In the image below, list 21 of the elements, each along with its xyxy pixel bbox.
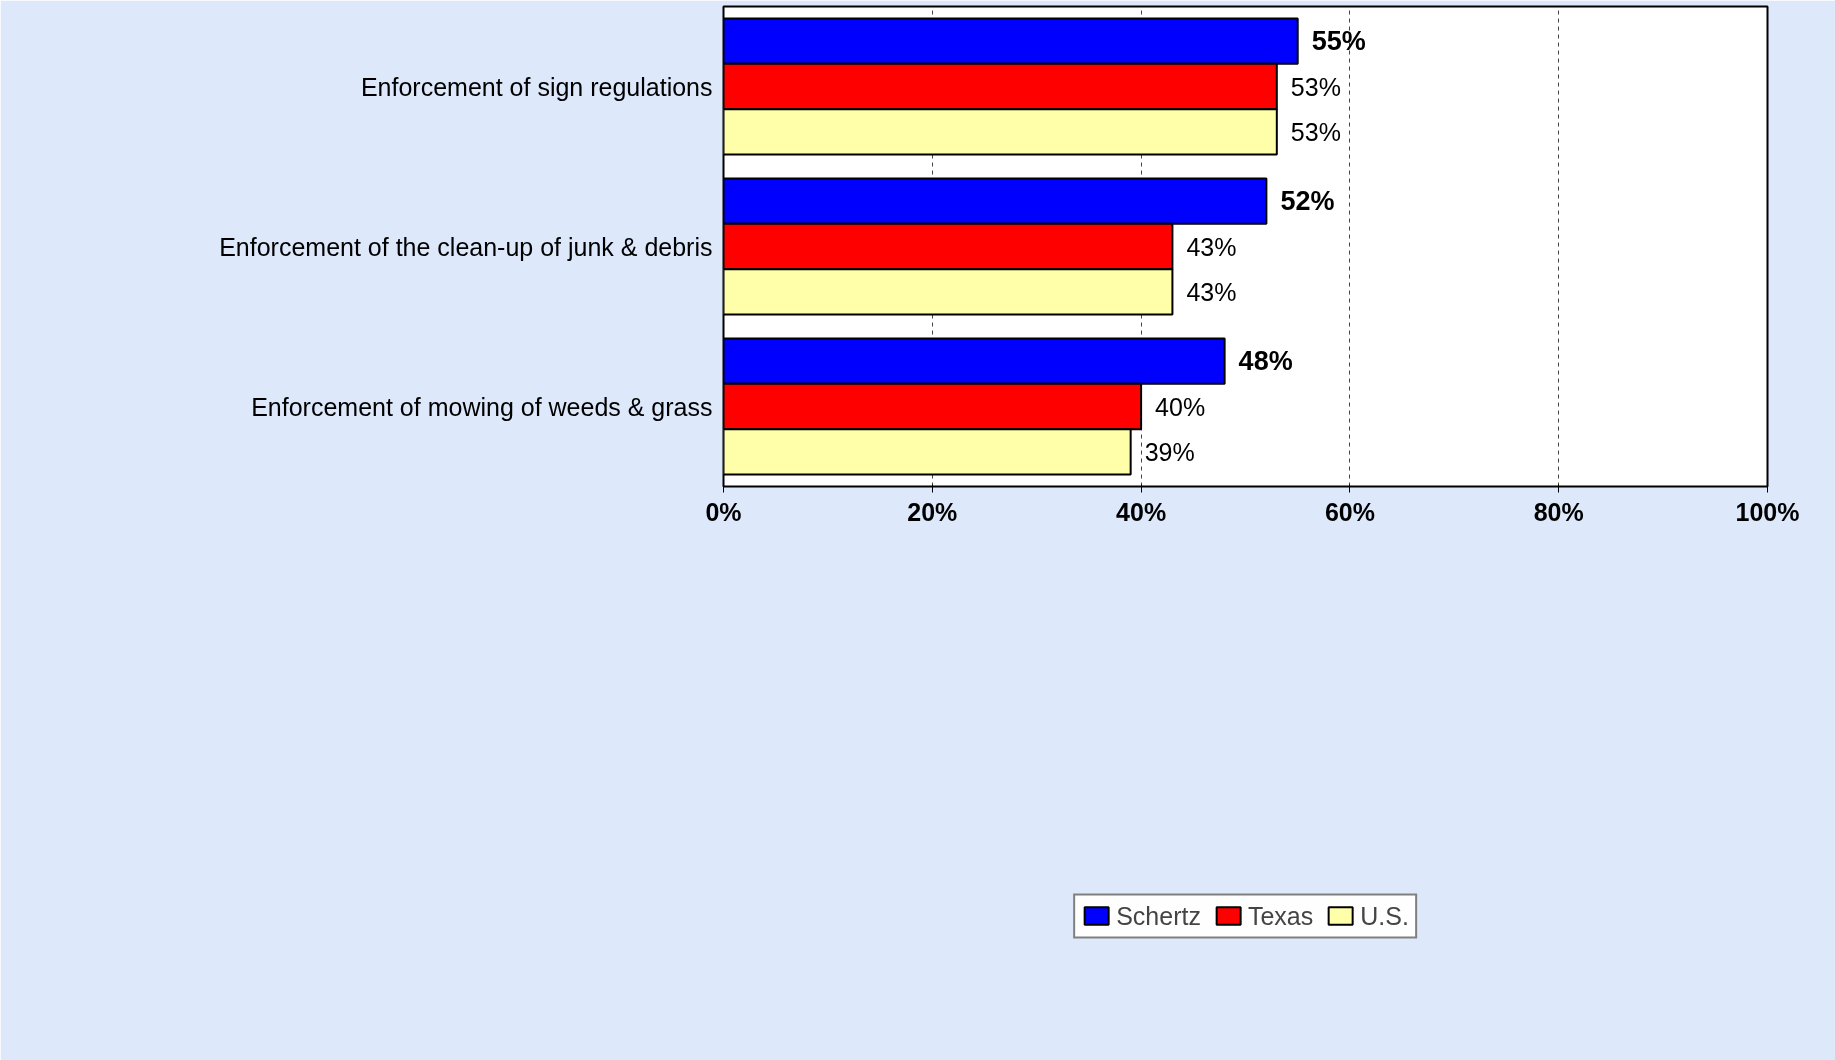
y-tick-label: Enforcement of the clean-up of junk & debris: [219, 232, 713, 261]
x-tick-label: 40%: [1116, 497, 1167, 526]
x-tick-label: 80%: [1533, 497, 1584, 526]
data-label: 43%: [1186, 232, 1237, 261]
data-label: 55%: [1311, 26, 1366, 57]
data-label: 40%: [1155, 392, 1206, 421]
data-label: 43%: [1186, 277, 1237, 306]
legend-label: Texas: [1247, 901, 1314, 931]
legend-label: Schertz: [1116, 901, 1201, 931]
data-label: 53%: [1290, 72, 1341, 101]
data-label: 39%: [1144, 437, 1195, 466]
data-label: 52%: [1280, 186, 1335, 217]
data-label: 53%: [1290, 117, 1341, 146]
y-tick-label: Enforcement of mowing of weeds & grass: [251, 392, 713, 421]
x-tick-label: 100%: [1735, 497, 1800, 526]
x-tick-label: 60%: [1324, 497, 1375, 526]
y-tick-label: Enforcement of sign regulations: [360, 72, 713, 101]
x-tick-label: 20%: [907, 497, 958, 526]
data-label: 48%: [1238, 346, 1293, 377]
legend-label: U.S.: [1360, 901, 1409, 931]
x-tick-label: 0%: [705, 497, 742, 526]
